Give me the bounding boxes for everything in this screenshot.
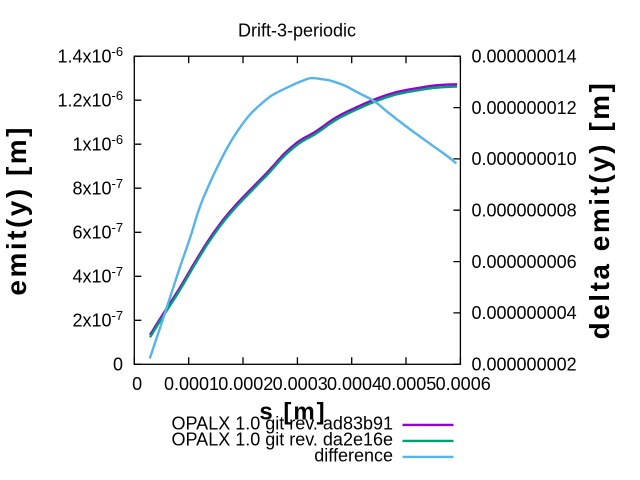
- svg-text:-7: -7: [112, 264, 124, 279]
- svg-text:1x10: 1x10: [72, 135, 111, 155]
- svg-text:0.000000008: 0.000000008: [472, 201, 577, 221]
- svg-text:0.000000004: 0.000000004: [472, 303, 577, 323]
- svg-text:0.0001: 0.0001: [164, 374, 219, 394]
- svg-text:0.000000002: 0.000000002: [472, 355, 577, 375]
- svg-text:s [m]: s [m]: [259, 399, 326, 426]
- svg-text:-7: -7: [112, 308, 124, 323]
- svg-text:0.000000012: 0.000000012: [472, 98, 577, 118]
- svg-text:8x10: 8x10: [72, 179, 111, 199]
- svg-text:Drift-3-periodic: Drift-3-periodic: [238, 21, 356, 41]
- svg-text:0.0002: 0.0002: [218, 374, 273, 394]
- svg-text:0: 0: [132, 374, 142, 394]
- svg-text:0.000000010: 0.000000010: [472, 149, 577, 169]
- svg-text:0.0005: 0.0005: [381, 374, 436, 394]
- svg-text:-6: -6: [112, 132, 124, 147]
- svg-text:OPALX 1.0 git rev. da2e16e: OPALX 1.0 git rev. da2e16e: [172, 429, 393, 449]
- svg-text:1.2x10: 1.2x10: [57, 91, 111, 111]
- svg-text:-6: -6: [112, 44, 124, 59]
- svg-text:delta emit(y) [m]: delta emit(y) [m]: [584, 81, 615, 340]
- svg-text:1.4x10: 1.4x10: [57, 47, 111, 67]
- svg-text:4x10: 4x10: [72, 267, 111, 287]
- svg-text:difference: difference: [314, 445, 393, 465]
- svg-text:0.000000006: 0.000000006: [472, 252, 577, 272]
- svg-text:0.0003: 0.0003: [273, 374, 328, 394]
- svg-text:emit(y) [m]: emit(y) [m]: [1, 125, 32, 296]
- svg-text:0.000000014: 0.000000014: [472, 47, 577, 67]
- svg-text:-6: -6: [112, 88, 124, 103]
- svg-text:6x10: 6x10: [72, 223, 111, 243]
- svg-text:-7: -7: [112, 176, 124, 191]
- svg-text:0.0004: 0.0004: [327, 374, 382, 394]
- svg-text:0.0006: 0.0006: [436, 374, 491, 394]
- svg-text:0: 0: [113, 355, 123, 375]
- svg-text:2x10: 2x10: [72, 311, 111, 331]
- svg-text:OPALX 1.0 git rev. ad83b91: OPALX 1.0 git rev. ad83b91: [172, 413, 393, 433]
- svg-text:-7: -7: [112, 220, 124, 235]
